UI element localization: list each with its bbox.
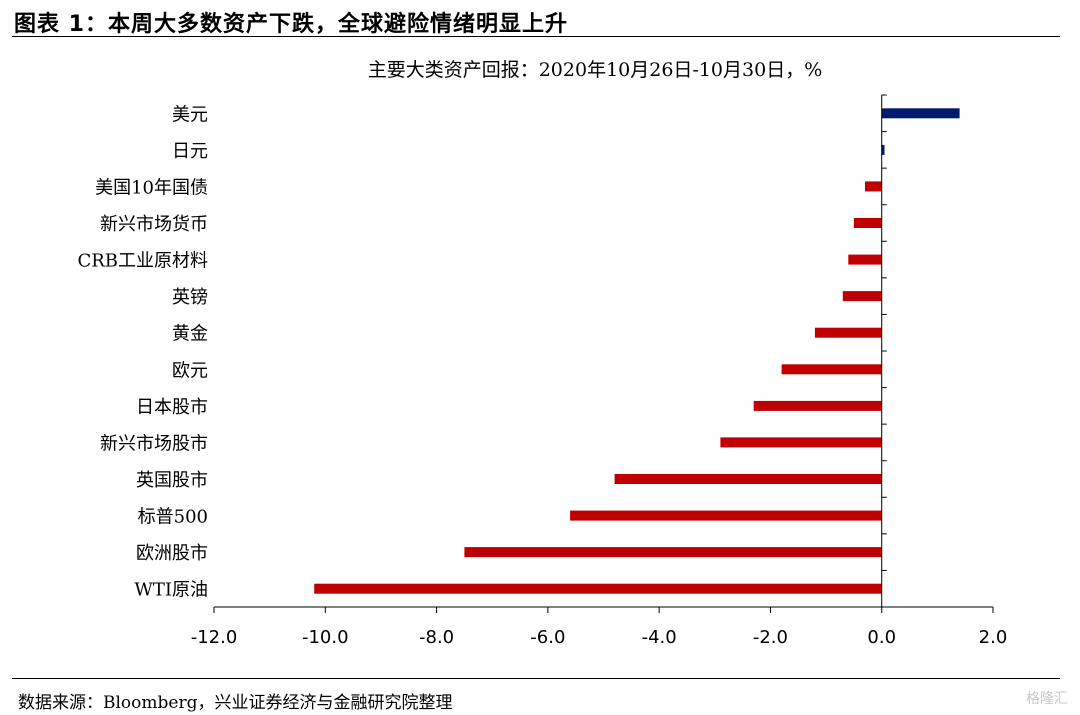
- x-tick-label: -12.0: [191, 627, 238, 648]
- category-label: 美元: [172, 104, 208, 125]
- x-tick-label: 2.0: [979, 627, 1008, 648]
- bar-4: [848, 254, 882, 265]
- category-label: 黄金: [172, 324, 208, 345]
- category-label: 新兴市场货币: [100, 214, 208, 235]
- bar-7: [781, 364, 882, 375]
- x-tick-label: -4.0: [642, 627, 677, 648]
- watermark-logo: 格隆汇: [1026, 691, 1068, 707]
- top-rule: [12, 36, 1060, 37]
- bar-1: [881, 144, 885, 155]
- category-label: WTI原油: [134, 580, 208, 601]
- chart-title: 主要大类资产回报：2020年10月26日-10月30日，%: [368, 59, 823, 81]
- bar-11: [570, 510, 882, 521]
- category-label: 欧洲股市: [136, 543, 208, 564]
- category-label: CRB工业原材料: [77, 251, 208, 272]
- bar-13: [314, 583, 882, 594]
- figure-title: 图表 1：本周大多数资产下跌，全球避险情绪明显上升: [14, 12, 568, 37]
- bar-3: [853, 218, 882, 228]
- category-label: 日本股市: [136, 397, 208, 418]
- category-label: 美国10年国债: [95, 177, 208, 198]
- x-tick-label: -8.0: [419, 627, 454, 648]
- bar-2: [865, 181, 882, 192]
- bars: [314, 108, 960, 594]
- x-tick-label: -10.0: [302, 627, 349, 648]
- bar-5: [842, 291, 882, 302]
- bar-8: [753, 400, 882, 411]
- source-note: 数据来源：Bloomberg，兴业证券经济与金融研究院整理: [18, 693, 453, 713]
- category-label: 英国股市: [136, 470, 208, 491]
- category-label: 英镑: [172, 287, 208, 308]
- axes: [213, 94, 994, 613]
- bar-6: [814, 327, 882, 338]
- category-label: 新兴市场股市: [100, 433, 208, 454]
- x-tick-label: -2.0: [753, 627, 788, 648]
- bar-9: [720, 437, 882, 448]
- category-label: 日元: [172, 141, 208, 162]
- bottom-rule: [12, 678, 1060, 679]
- bar-0: [881, 108, 960, 119]
- bar-12: [464, 547, 882, 558]
- x-tick-label: 0.0: [867, 627, 896, 648]
- category-label: 欧元: [172, 360, 208, 381]
- x-tick-label: -6.0: [530, 627, 565, 648]
- x-tick-labels: -12.0 -10.0 -8.0 -6.0 -4.0 -2.0 0.0 2.0: [191, 627, 1008, 648]
- bar-10: [614, 474, 882, 484]
- category-label: 标普500: [138, 507, 208, 528]
